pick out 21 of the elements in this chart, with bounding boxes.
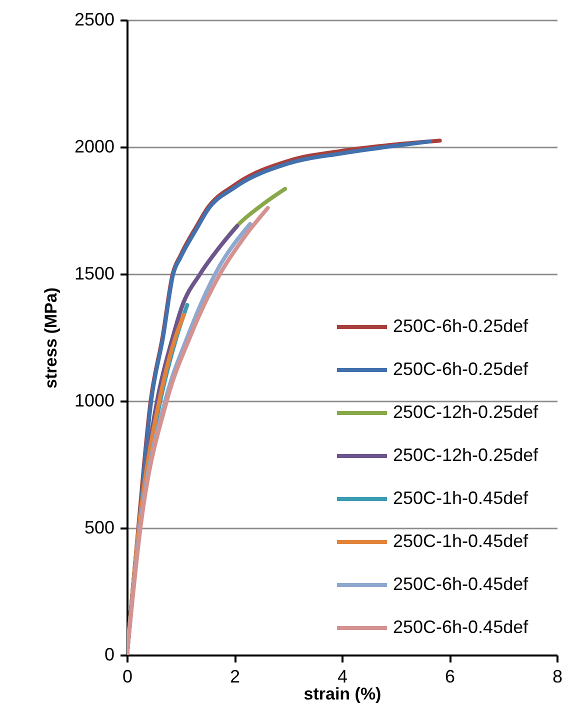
y-tick-label: 2500	[74, 10, 114, 30]
legend-label: 250C-12h-0.25def	[393, 402, 540, 422]
y-tick-label: 1000	[74, 390, 114, 410]
x-tick-label: 4	[337, 666, 348, 686]
legend-label: 250C-1h-0.45def	[393, 531, 530, 551]
x-tick-label: 8	[552, 666, 563, 686]
legend-label: 250C-6h-0.45def	[393, 574, 530, 594]
legend-label: 250C-12h-0.25def	[393, 445, 540, 465]
y-tick-label: 1500	[74, 264, 114, 284]
y-axis-title: stress (MPa)	[41, 287, 60, 389]
x-tick-label: 2	[230, 666, 240, 686]
legend-label: 250C-6h-0.25def	[393, 316, 530, 336]
x-tick-label: 0	[122, 666, 133, 686]
x-axis-title: strain (%)	[304, 684, 382, 704]
legend-label: 250C-1h-0.45def	[393, 488, 530, 508]
x-tick-label: 6	[444, 666, 456, 686]
legend-label: 250C-6h-0.25def	[393, 359, 530, 379]
y-tick-label: 500	[84, 518, 114, 538]
y-tick-label: 0	[104, 644, 114, 664]
y-tick-label: 2000	[74, 136, 114, 156]
legend-label: 250C-6h-0.45def	[393, 617, 530, 637]
